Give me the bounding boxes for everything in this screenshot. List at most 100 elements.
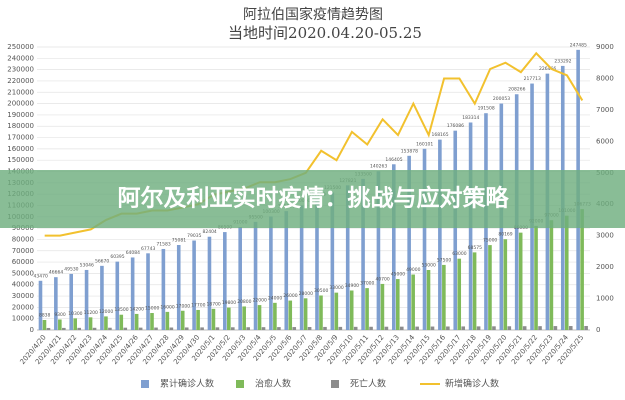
bar bbox=[303, 298, 308, 330]
legend-swatch bbox=[236, 380, 244, 388]
bar bbox=[349, 290, 354, 330]
bar bbox=[518, 232, 523, 330]
y-tick-label: 0 bbox=[30, 326, 34, 334]
bar bbox=[207, 236, 212, 330]
y2-tick-label: 9000 bbox=[596, 43, 614, 51]
bar bbox=[568, 326, 573, 330]
bar bbox=[231, 327, 235, 330]
bar bbox=[319, 295, 323, 330]
y-tick-label: 20000 bbox=[12, 303, 34, 311]
bar bbox=[42, 319, 47, 330]
bar bbox=[134, 313, 139, 330]
value-label: 49530 bbox=[64, 266, 78, 272]
value-label: 18700 bbox=[206, 301, 220, 307]
bar bbox=[257, 305, 262, 330]
value-label: 160101 bbox=[416, 141, 433, 147]
bar bbox=[426, 270, 431, 330]
value-label: 14200 bbox=[130, 306, 144, 312]
bar bbox=[438, 139, 442, 330]
value-label: 63000 bbox=[452, 251, 466, 257]
y-tick-label: 220000 bbox=[7, 77, 34, 85]
bar bbox=[446, 326, 450, 330]
bar bbox=[261, 327, 266, 330]
value-label: 183314 bbox=[462, 115, 479, 121]
value-label: 208266 bbox=[508, 87, 525, 93]
value-label: 40700 bbox=[375, 276, 389, 282]
bar bbox=[246, 327, 250, 330]
bar bbox=[46, 327, 51, 330]
value-label: 43470 bbox=[34, 273, 48, 279]
bar bbox=[411, 274, 415, 330]
y-tick-label: 190000 bbox=[7, 111, 34, 119]
value-label: 9300 bbox=[54, 312, 66, 318]
value-label: 82404 bbox=[202, 229, 216, 235]
bar bbox=[522, 326, 527, 330]
bar bbox=[353, 326, 358, 330]
bar bbox=[384, 326, 389, 330]
bar bbox=[442, 264, 446, 330]
value-label: 20800 bbox=[237, 299, 251, 305]
value-label: 53046 bbox=[80, 262, 94, 268]
y-tick-label: 80000 bbox=[12, 235, 34, 243]
value-label: 24000 bbox=[268, 295, 282, 301]
value-label: 153878 bbox=[401, 148, 418, 154]
bar bbox=[84, 269, 89, 330]
bar bbox=[54, 277, 58, 330]
bar bbox=[146, 253, 150, 330]
value-label: 15000 bbox=[145, 306, 159, 312]
bar bbox=[227, 307, 231, 330]
bar bbox=[407, 155, 411, 330]
bar bbox=[492, 326, 496, 330]
value-label: 247485 bbox=[570, 42, 587, 48]
value-label: 226466 bbox=[539, 66, 556, 72]
bar bbox=[92, 327, 97, 330]
legend-label: 累计确诊人数 bbox=[160, 378, 214, 390]
y-tick-label: 240000 bbox=[7, 54, 34, 62]
value-label: 19800 bbox=[222, 300, 236, 306]
bar bbox=[564, 215, 569, 330]
bar bbox=[223, 232, 227, 330]
bar bbox=[553, 326, 558, 330]
bar bbox=[184, 327, 189, 330]
value-label: 176086 bbox=[447, 123, 464, 129]
value-label: 79035 bbox=[187, 233, 201, 239]
value-label: 26000 bbox=[283, 293, 297, 299]
value-label: 168165 bbox=[431, 132, 448, 138]
bar bbox=[200, 327, 204, 330]
bar bbox=[330, 192, 335, 330]
bar bbox=[277, 327, 281, 330]
bar bbox=[69, 273, 74, 330]
value-label: 49000 bbox=[406, 267, 420, 273]
value-label: 217713 bbox=[524, 76, 541, 82]
bar bbox=[88, 317, 93, 330]
value-label: 71583 bbox=[156, 241, 170, 247]
bar bbox=[380, 283, 385, 330]
bar bbox=[584, 325, 588, 330]
legend-label: 新增确诊人数 bbox=[445, 378, 499, 390]
value-label: 34900 bbox=[345, 283, 359, 289]
y-tick-label: 10000 bbox=[12, 315, 34, 323]
bar bbox=[288, 300, 293, 330]
value-label: 140263 bbox=[370, 164, 387, 170]
y-tick-label: 70000 bbox=[12, 247, 34, 255]
bar bbox=[238, 226, 242, 330]
legend-label: 死亡人数 bbox=[350, 378, 386, 390]
y-tick-label: 150000 bbox=[7, 156, 34, 164]
bar bbox=[453, 130, 458, 330]
legend-swatch bbox=[141, 380, 149, 388]
y2-tick-label: 2000 bbox=[596, 263, 614, 271]
bar bbox=[422, 148, 427, 330]
bar bbox=[284, 211, 289, 330]
bar bbox=[62, 327, 66, 330]
bar bbox=[119, 314, 124, 330]
y2-tick-label: 1000 bbox=[596, 295, 614, 303]
bar bbox=[176, 245, 181, 330]
value-label: 56670 bbox=[95, 258, 109, 264]
value-label: 57500 bbox=[437, 257, 451, 263]
bar bbox=[507, 326, 512, 330]
bar bbox=[338, 326, 343, 330]
value-label: 46664 bbox=[49, 270, 63, 276]
y-tick-label: 200000 bbox=[7, 100, 34, 108]
value-label: 16000 bbox=[160, 304, 174, 310]
bar bbox=[38, 280, 43, 330]
